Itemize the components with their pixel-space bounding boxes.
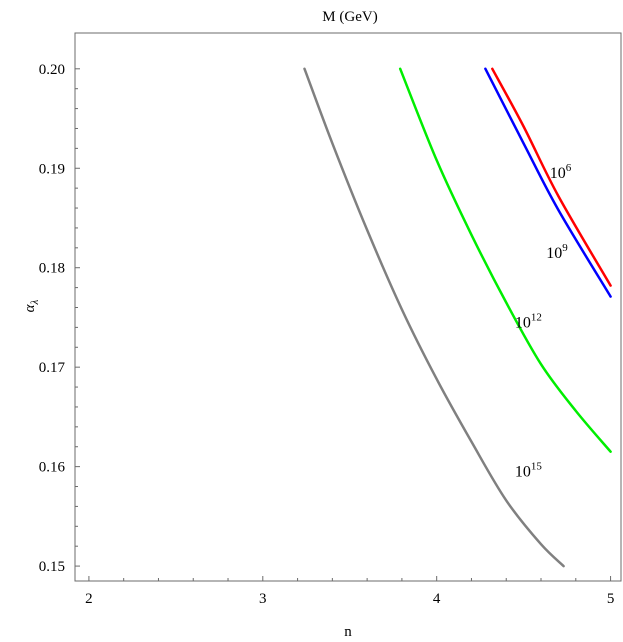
curve-12 <box>398 67 612 453</box>
x-axis-ticks: 2 3 4 5 <box>85 576 614 607</box>
curve-label-exponent: 6 <box>566 162 572 174</box>
y-tick-label: 0.16 <box>39 460 66 476</box>
y-tick-label: 0.17 <box>39 360 66 376</box>
chart-title: M (GeV) <box>322 9 377 25</box>
x-tick-label: 4 <box>433 591 441 607</box>
curve-label-exponent: 9 <box>562 242 568 254</box>
x-tick-label: 2 <box>85 591 93 607</box>
y-axis-label-main: α <box>22 303 38 312</box>
x-axis-label: n <box>344 624 352 640</box>
curve-label-base: 10 <box>515 464 531 481</box>
y-tick-label: 0.15 <box>39 559 65 575</box>
y-tick-label: 0.18 <box>39 261 65 277</box>
curve-label-12: 1012 <box>515 311 542 331</box>
curve-label-base: 10 <box>546 245 562 262</box>
curve-6 <box>491 67 612 287</box>
curve-label-exponent: 12 <box>531 311 542 323</box>
curve-label-9: 109 <box>546 242 568 262</box>
curve-label-base: 10 <box>550 165 566 182</box>
y-axis-label: αλ <box>22 299 41 312</box>
curve-15 <box>303 67 565 568</box>
plot-frame <box>74 32 622 582</box>
y-axis-label-subscript: λ <box>29 299 41 305</box>
curves <box>303 67 612 568</box>
curve-label-base: 10 <box>515 314 531 331</box>
curve-label-exponent: 15 <box>531 461 543 473</box>
curve-label-6: 106 <box>550 162 572 182</box>
curve-label-15: 1015 <box>515 461 543 481</box>
curve-9 <box>484 67 612 298</box>
y-tick-label: 0.19 <box>39 161 65 177</box>
y-tick-label: 0.20 <box>39 62 65 78</box>
x-tick-label: 5 <box>607 591 615 607</box>
y-axis-ticks: 0.15 0.16 0.17 0.18 0.19 0.20 <box>39 62 80 575</box>
x-tick-label: 3 <box>259 591 267 607</box>
